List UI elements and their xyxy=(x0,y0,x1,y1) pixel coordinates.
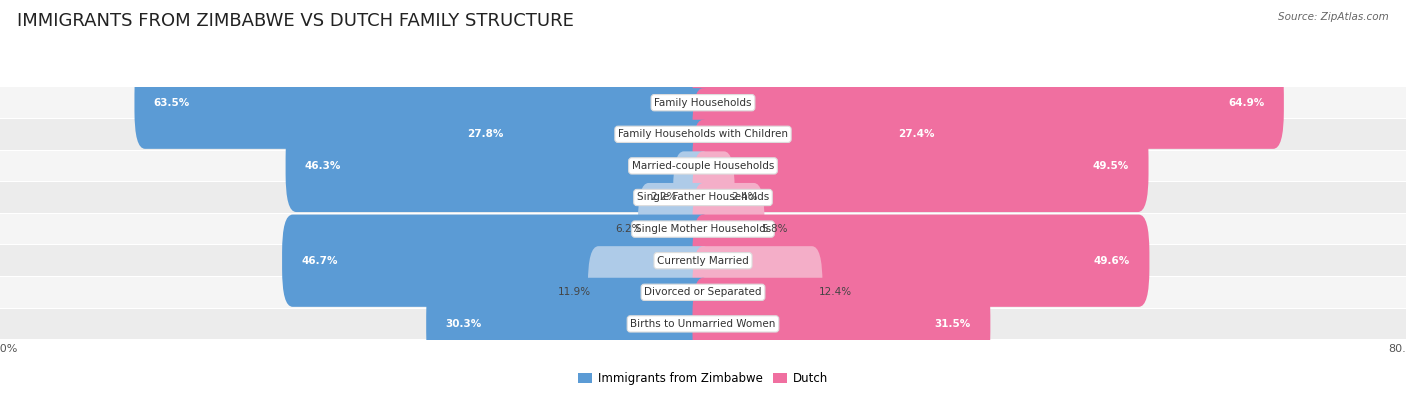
FancyBboxPatch shape xyxy=(285,120,713,212)
FancyBboxPatch shape xyxy=(638,183,713,275)
Bar xyxy=(0,119,1406,150)
Text: Currently Married: Currently Married xyxy=(657,256,749,266)
FancyBboxPatch shape xyxy=(693,56,1284,149)
Text: 64.9%: 64.9% xyxy=(1229,98,1264,108)
FancyBboxPatch shape xyxy=(693,183,765,275)
Text: 6.2%: 6.2% xyxy=(614,224,641,234)
FancyBboxPatch shape xyxy=(673,151,713,244)
Text: 2.4%: 2.4% xyxy=(731,192,758,203)
Text: 11.9%: 11.9% xyxy=(558,287,592,297)
Text: Single Mother Households: Single Mother Households xyxy=(636,224,770,234)
Text: 49.5%: 49.5% xyxy=(1092,161,1129,171)
Text: Family Households with Children: Family Households with Children xyxy=(619,129,787,139)
Text: 27.8%: 27.8% xyxy=(467,129,503,139)
FancyBboxPatch shape xyxy=(588,246,713,339)
Bar xyxy=(0,245,1406,276)
Text: 49.6%: 49.6% xyxy=(1094,256,1130,266)
Legend: Immigrants from Zimbabwe, Dutch: Immigrants from Zimbabwe, Dutch xyxy=(574,367,832,389)
Text: 27.4%: 27.4% xyxy=(898,129,935,139)
Text: 63.5%: 63.5% xyxy=(153,98,190,108)
Text: 12.4%: 12.4% xyxy=(818,287,852,297)
Text: Births to Unmarried Women: Births to Unmarried Women xyxy=(630,319,776,329)
Text: Source: ZipAtlas.com: Source: ZipAtlas.com xyxy=(1278,12,1389,22)
Text: Family Households: Family Households xyxy=(654,98,752,108)
Bar xyxy=(0,214,1406,245)
FancyBboxPatch shape xyxy=(426,278,714,370)
FancyBboxPatch shape xyxy=(693,246,823,339)
FancyBboxPatch shape xyxy=(693,120,1149,212)
FancyBboxPatch shape xyxy=(283,214,713,307)
Bar xyxy=(0,277,1406,308)
FancyBboxPatch shape xyxy=(449,88,713,181)
Text: 46.7%: 46.7% xyxy=(301,256,337,266)
FancyBboxPatch shape xyxy=(693,151,734,244)
Text: 2.2%: 2.2% xyxy=(650,192,676,203)
Text: 46.3%: 46.3% xyxy=(305,161,342,171)
FancyBboxPatch shape xyxy=(693,214,1150,307)
Bar xyxy=(0,308,1406,339)
Text: Divorced or Separated: Divorced or Separated xyxy=(644,287,762,297)
FancyBboxPatch shape xyxy=(135,56,714,149)
Text: Single Father Households: Single Father Households xyxy=(637,192,769,203)
Text: Married-couple Households: Married-couple Households xyxy=(631,161,775,171)
FancyBboxPatch shape xyxy=(693,278,990,370)
Bar xyxy=(0,87,1406,118)
Bar xyxy=(0,182,1406,213)
Bar xyxy=(0,150,1406,181)
FancyBboxPatch shape xyxy=(693,88,955,181)
Text: 5.8%: 5.8% xyxy=(761,224,787,234)
Text: IMMIGRANTS FROM ZIMBABWE VS DUTCH FAMILY STRUCTURE: IMMIGRANTS FROM ZIMBABWE VS DUTCH FAMILY… xyxy=(17,12,574,30)
Text: 30.3%: 30.3% xyxy=(446,319,482,329)
Text: 31.5%: 31.5% xyxy=(935,319,972,329)
